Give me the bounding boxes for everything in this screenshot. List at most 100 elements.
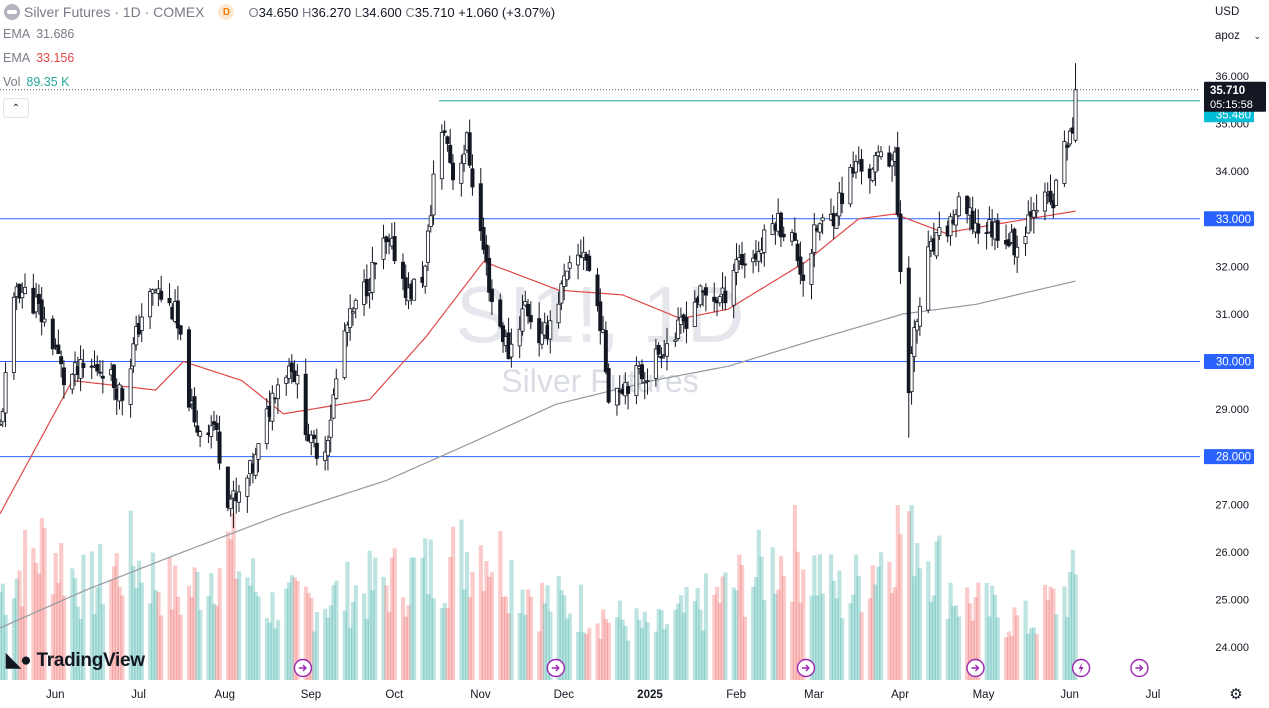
volume-bar [773, 593, 778, 680]
market-status-badge[interactable]: D [218, 4, 235, 20]
volume-bar [484, 561, 489, 680]
scale-mode-selector[interactable]: apoz ⌄ [1211, 25, 1265, 47]
volume-bar [109, 579, 114, 680]
volume-bar [656, 608, 661, 680]
candle-body [312, 434, 317, 440]
currency-selector[interactable]: USD [1211, 1, 1265, 23]
volume-bar [831, 580, 836, 680]
volume-bar [528, 596, 534, 680]
volume-bar [976, 582, 981, 680]
volume-bar [695, 588, 700, 680]
volume-bar [564, 618, 570, 680]
volume-bar [211, 603, 217, 680]
volume-bar [150, 552, 156, 680]
volume-bar [984, 582, 989, 680]
volume-bar [470, 571, 475, 680]
volume-bar [834, 598, 839, 680]
volume-bar [912, 576, 917, 680]
volume-bar [614, 617, 620, 680]
event-arrow-icon[interactable] [796, 658, 816, 678]
volume-bar [14, 578, 19, 680]
candle-body [325, 440, 330, 457]
volume-bar [506, 613, 511, 680]
volume-bar [178, 614, 183, 680]
volume-bar [567, 613, 572, 680]
candle-body [717, 296, 722, 304]
candle-body [39, 299, 44, 323]
arrow-glyph [551, 664, 560, 672]
high-value: 36.270 [311, 4, 352, 20]
volume-bar [23, 530, 28, 680]
volume-bar [284, 588, 289, 680]
candle-body [837, 192, 842, 217]
volume-bar [731, 587, 736, 680]
volume-bar [684, 587, 689, 680]
candle-body [820, 217, 825, 222]
time-tick-label: Jul [1146, 689, 1161, 701]
volume-bar [431, 598, 436, 680]
volume-bar [131, 565, 136, 680]
candle-body [78, 359, 83, 379]
arrow-glyph [971, 664, 980, 672]
volume-bar [1031, 627, 1037, 680]
volume-bar [3, 614, 8, 680]
indicator-value: 33.156 [36, 51, 75, 65]
event-arrow-icon[interactable] [966, 658, 985, 678]
candle-body [462, 153, 467, 165]
settings-gear-icon[interactable]: ⚙ [1229, 686, 1243, 703]
volume-bar [990, 585, 995, 680]
indicator-volume[interactable]: Vol 89.35 K [3, 75, 69, 89]
candle-body [264, 408, 269, 444]
candle-body [762, 229, 767, 253]
volume-bar [425, 594, 431, 680]
volume-bar [559, 589, 564, 680]
volume-bar [345, 561, 350, 680]
volume-bar [562, 595, 567, 680]
symbol-title[interactable]: Silver Futures · 1D · COMEX [24, 4, 205, 20]
volume-bar [214, 605, 219, 680]
candle-body [537, 318, 542, 344]
volume-bar [462, 589, 467, 680]
volume-bar [323, 608, 328, 680]
event-flash-icon[interactable] [1071, 658, 1091, 678]
volume-bar [634, 608, 639, 680]
volume-bar [42, 528, 47, 680]
volume-bar [270, 592, 275, 680]
volume-bar [192, 567, 197, 680]
volume-bar [623, 625, 628, 680]
candle-body [976, 223, 981, 234]
event-arrow-icon[interactable] [293, 658, 313, 678]
indicator-ema-fast[interactable]: EMA 33.156 [3, 51, 74, 65]
volume-bar [498, 530, 503, 680]
candle-body [740, 254, 745, 265]
candle-body [934, 232, 939, 257]
event-arrow-icon[interactable] [1130, 658, 1149, 678]
event-arrow-icon[interactable] [546, 658, 566, 678]
candle-body [1042, 191, 1047, 212]
tradingview-logo[interactable]: ◣● TradingView [6, 649, 145, 672]
collapse-indicators-button[interactable]: ⌃ [3, 98, 29, 118]
volume-bar [400, 597, 406, 680]
volume-bar [626, 640, 631, 680]
indicator-ema-slow[interactable]: EMA 31.686 [3, 27, 74, 41]
volume-bar [136, 560, 142, 680]
candle-body [1062, 141, 1067, 184]
candle-body [3, 372, 8, 414]
candle-body [1073, 89, 1078, 141]
volume-bar [373, 557, 378, 680]
candle-body [400, 261, 405, 279]
volume-bar [523, 615, 528, 680]
candle-body [614, 387, 619, 406]
close-value: 35.710 [414, 4, 455, 20]
candle-body [501, 325, 506, 343]
candle-body [195, 425, 200, 433]
candle-body [56, 344, 61, 354]
time-tick-label: May [973, 689, 995, 701]
candle-body [792, 232, 797, 241]
volume-bar [817, 554, 823, 680]
volume-bar [481, 591, 486, 680]
volume-bar [189, 597, 194, 680]
volume-bar [1067, 571, 1073, 680]
volume-bar [948, 582, 953, 680]
